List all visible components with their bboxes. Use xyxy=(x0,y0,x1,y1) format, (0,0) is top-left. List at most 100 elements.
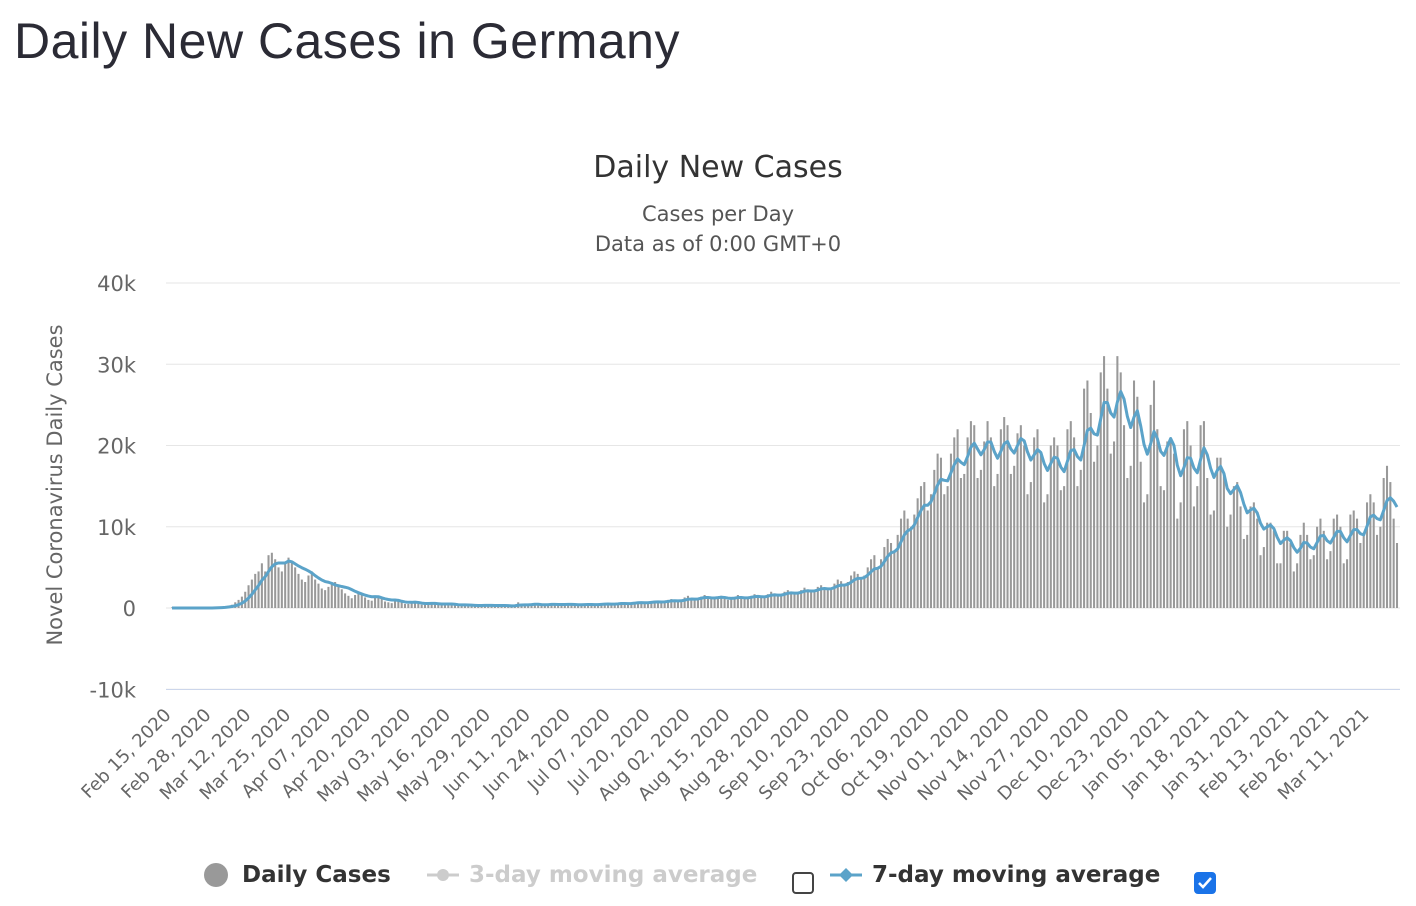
bar[interactable] xyxy=(843,585,846,608)
bar[interactable] xyxy=(440,605,443,608)
bar[interactable] xyxy=(913,514,916,608)
bar[interactable] xyxy=(617,603,620,609)
bar[interactable] xyxy=(270,552,273,608)
legend-item-7day-average[interactable]: 7-day moving average xyxy=(830,862,1160,888)
bar[interactable] xyxy=(1306,534,1309,609)
bar[interactable] xyxy=(1266,522,1269,608)
bar[interactable] xyxy=(1272,530,1275,608)
bar[interactable] xyxy=(407,603,410,608)
bar[interactable] xyxy=(906,518,909,609)
bar[interactable] xyxy=(637,601,640,609)
bar[interactable] xyxy=(999,429,1002,608)
bar[interactable] xyxy=(1369,494,1372,608)
bar[interactable] xyxy=(307,575,310,609)
bar[interactable] xyxy=(1226,526,1229,608)
bar[interactable] xyxy=(896,534,899,609)
bar[interactable] xyxy=(300,579,303,608)
bar[interactable] xyxy=(1212,510,1215,609)
bar[interactable] xyxy=(1013,465,1016,608)
bar[interactable] xyxy=(703,595,706,608)
bar[interactable] xyxy=(1192,506,1195,608)
bar[interactable] xyxy=(267,555,270,608)
bar[interactable] xyxy=(557,604,560,608)
bar[interactable] xyxy=(953,437,956,609)
bar[interactable] xyxy=(1046,494,1049,608)
bar[interactable] xyxy=(966,437,969,609)
bar[interactable] xyxy=(1302,522,1305,608)
bar[interactable] xyxy=(1236,482,1239,608)
bar[interactable] xyxy=(1179,502,1182,609)
bar[interactable] xyxy=(1086,380,1089,609)
bar[interactable] xyxy=(1199,425,1202,608)
bar[interactable] xyxy=(1182,429,1185,608)
bar[interactable] xyxy=(760,597,763,608)
bar[interactable] xyxy=(996,473,999,608)
bar[interactable] xyxy=(780,595,783,608)
bar[interactable] xyxy=(899,518,903,609)
bar[interactable] xyxy=(850,575,853,609)
bar[interactable] xyxy=(876,567,879,609)
bar[interactable] xyxy=(796,593,799,609)
bar[interactable] xyxy=(1149,404,1152,609)
bar[interactable] xyxy=(866,567,869,609)
bar[interactable] xyxy=(1066,429,1069,608)
bar[interactable] xyxy=(963,473,966,608)
bar[interactable] xyxy=(820,585,823,608)
bar[interactable] xyxy=(1336,514,1339,608)
bar[interactable] xyxy=(1299,534,1302,609)
bar[interactable] xyxy=(460,605,463,608)
bar[interactable] xyxy=(593,604,596,608)
bar[interactable] xyxy=(939,457,942,608)
bar[interactable] xyxy=(959,478,962,608)
bar[interactable] xyxy=(1319,518,1322,609)
bar[interactable] xyxy=(700,596,703,609)
bar[interactable] xyxy=(969,421,972,609)
bar[interactable] xyxy=(1229,514,1232,608)
bar[interactable] xyxy=(853,571,856,608)
bar[interactable] xyxy=(1003,417,1006,608)
bar[interactable] xyxy=(673,600,676,608)
bar[interactable] xyxy=(1376,534,1379,609)
bar[interactable] xyxy=(870,559,873,608)
bar[interactable] xyxy=(936,453,939,609)
bar[interactable] xyxy=(1352,510,1355,609)
checkbox-7day-average[interactable] xyxy=(1194,872,1216,894)
bar[interactable] xyxy=(394,600,397,608)
bar[interactable] xyxy=(350,598,353,608)
bar[interactable] xyxy=(360,594,363,608)
bar[interactable] xyxy=(1222,473,1225,608)
bar[interactable] xyxy=(889,543,893,608)
bar[interactable] xyxy=(334,582,337,608)
bar[interactable] xyxy=(1339,526,1342,608)
bar[interactable] xyxy=(573,604,576,608)
bar[interactable] xyxy=(993,486,996,609)
bar[interactable] xyxy=(423,604,427,608)
bar[interactable] xyxy=(417,603,420,609)
bar[interactable] xyxy=(314,579,317,608)
bar[interactable] xyxy=(463,605,466,608)
bar[interactable] xyxy=(354,595,357,608)
bar[interactable] xyxy=(840,581,843,608)
bar[interactable] xyxy=(1162,490,1166,608)
bar[interactable] xyxy=(666,599,670,609)
bar[interactable] xyxy=(1312,555,1315,608)
bar[interactable] xyxy=(1385,465,1389,608)
bar[interactable] xyxy=(374,597,377,608)
bar[interactable] xyxy=(583,604,586,608)
bar[interactable] xyxy=(607,603,610,608)
bar[interactable] xyxy=(337,585,340,608)
bar[interactable] xyxy=(1382,478,1385,608)
bar[interactable] xyxy=(1252,502,1255,609)
bar[interactable] xyxy=(310,571,313,608)
bar[interactable] xyxy=(1056,445,1059,609)
bar[interactable] xyxy=(560,605,563,608)
series-line-7day-average[interactable] xyxy=(172,390,1399,610)
bar[interactable] xyxy=(1259,555,1262,608)
bar[interactable] xyxy=(1146,494,1149,608)
bar[interactable] xyxy=(713,599,716,608)
bar[interactable] xyxy=(1103,356,1106,609)
bar[interactable] xyxy=(1159,486,1162,609)
bar[interactable] xyxy=(1362,534,1365,609)
bar[interactable] xyxy=(563,604,566,608)
bar[interactable] xyxy=(580,605,583,608)
